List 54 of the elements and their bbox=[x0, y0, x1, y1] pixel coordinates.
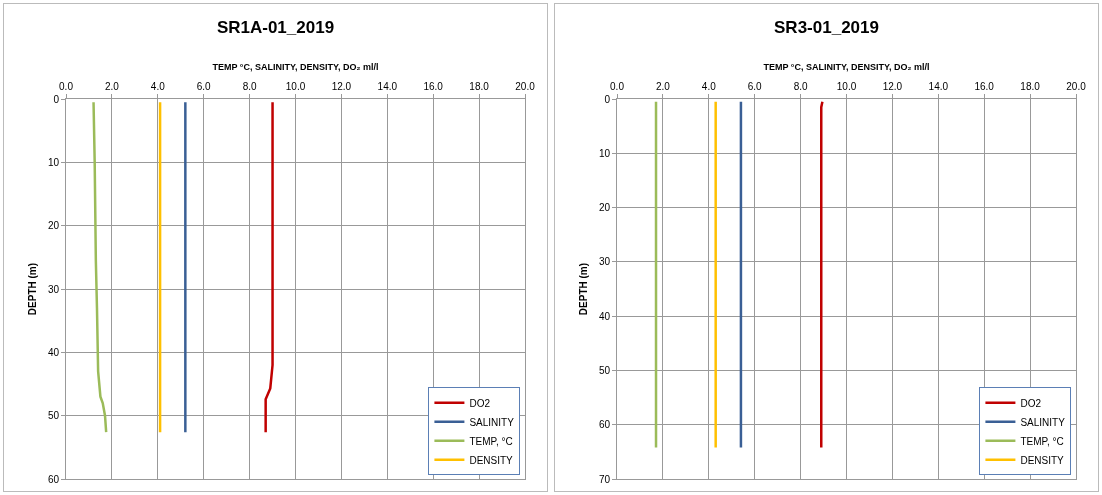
y-tick-label: 70 bbox=[598, 473, 611, 485]
chart-title: SR1A-01_2019 bbox=[216, 17, 335, 37]
y-tick-label: 40 bbox=[598, 310, 611, 322]
y-tick-label: 0 bbox=[53, 93, 60, 105]
x-axis-title: TEMP °C, SALINITY, DENSITY, DO₂ ml/l bbox=[763, 62, 930, 73]
legend-label: SALINITY bbox=[469, 416, 515, 428]
x-tick-label: 10.0 bbox=[285, 81, 306, 92]
legend-label: DENSITY bbox=[469, 454, 514, 466]
y-tick-label: 50 bbox=[598, 364, 611, 376]
y-tick-label: 10 bbox=[598, 147, 611, 159]
chart-title: SR3-01_2019 bbox=[774, 17, 879, 37]
legend-label: DO2 bbox=[1020, 397, 1042, 409]
legend-label: TEMP, °C bbox=[469, 435, 513, 447]
x-tick-label: 14.0 bbox=[377, 81, 398, 92]
y-tick-label: 50 bbox=[47, 410, 60, 422]
legend-label: TEMP, °C bbox=[1020, 435, 1064, 447]
x-tick-label: 6.0 bbox=[196, 81, 212, 92]
x-tick-label: 18.0 bbox=[1020, 81, 1041, 92]
x-tick-label: 18.0 bbox=[469, 81, 490, 92]
y-tick-label: 60 bbox=[598, 419, 611, 431]
y-axis-title: DEPTH (m) bbox=[578, 262, 589, 316]
x-tick-label: 0.0 bbox=[610, 81, 625, 92]
x-tick-label: 4.0 bbox=[701, 81, 717, 92]
x-tick-label: 20.0 bbox=[515, 81, 536, 92]
x-tick-label: 2.0 bbox=[104, 81, 120, 92]
legend-label: DO2 bbox=[469, 397, 491, 409]
y-tick-label: 40 bbox=[47, 346, 60, 358]
y-tick-label: 30 bbox=[598, 256, 611, 268]
x-tick-label: 2.0 bbox=[655, 81, 671, 92]
x-tick-label: 20.0 bbox=[1066, 81, 1087, 92]
x-tick-label: 12.0 bbox=[882, 81, 903, 92]
line-series bbox=[92, 100, 108, 434]
x-tick-label: 12.0 bbox=[331, 81, 352, 92]
y-axis-title: DEPTH (m) bbox=[27, 262, 38, 316]
x-tick-label: 6.0 bbox=[747, 81, 763, 92]
x-tick-label: 8.0 bbox=[793, 81, 808, 92]
x-tick-label: 14.0 bbox=[928, 81, 949, 92]
line-series bbox=[264, 100, 274, 434]
x-tick-label: 8.0 bbox=[242, 81, 257, 92]
x-tick-label: 16.0 bbox=[974, 81, 995, 92]
y-tick-label: 20 bbox=[598, 202, 611, 214]
legend-label: SALINITY bbox=[1020, 416, 1066, 428]
y-tick-label: 20 bbox=[47, 220, 60, 232]
x-axis-title: TEMP °C, SALINITY, DENSITY, DO₂ ml/l bbox=[212, 62, 379, 73]
y-tick-label: 60 bbox=[47, 473, 60, 485]
y-tick-label: 0 bbox=[604, 93, 611, 105]
x-tick-label: 4.0 bbox=[150, 81, 166, 92]
y-tick-label: 30 bbox=[47, 283, 60, 295]
x-tick-label: 0.0 bbox=[59, 81, 74, 92]
legend-label: DENSITY bbox=[1020, 454, 1065, 466]
line-series bbox=[820, 100, 824, 449]
x-tick-label: 10.0 bbox=[836, 81, 857, 92]
x-tick-label: 16.0 bbox=[423, 81, 444, 92]
y-tick-label: 10 bbox=[47, 156, 60, 168]
